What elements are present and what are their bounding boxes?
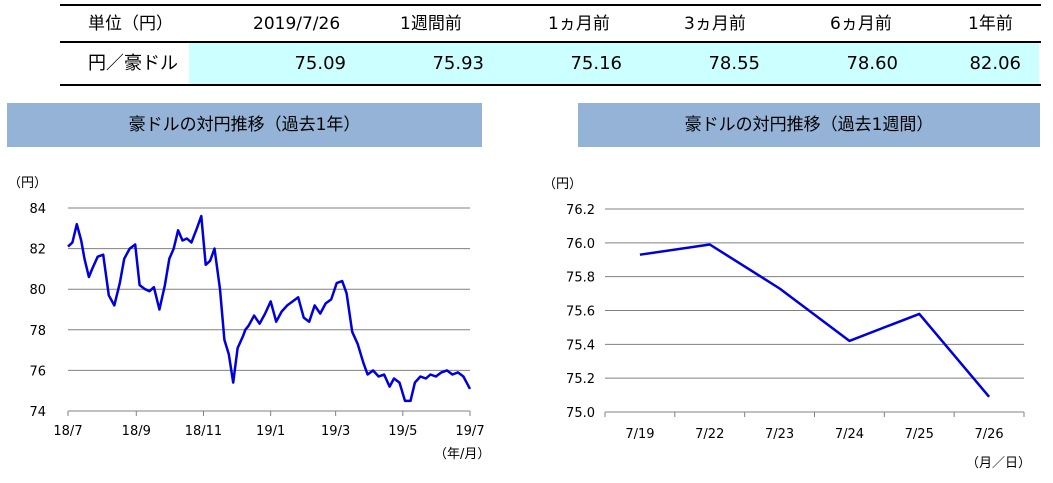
header-6-month: 6ヵ月前 bbox=[830, 14, 892, 34]
rate-table: 単位（円） 2019/7/26 1週間前 1ヵ月前 3ヵ月前 6ヵ月前 1年前 … bbox=[60, 4, 1041, 86]
value-current: 75.09 bbox=[294, 53, 346, 74]
row-label: 円／豪ドル bbox=[88, 53, 178, 74]
series-line-1-year bbox=[67, 214, 472, 403]
y-tick-label: 84 bbox=[29, 202, 46, 217]
x-tick-label: 7/25 bbox=[905, 427, 934, 442]
x-axis-unit-label: （年/月） bbox=[434, 447, 490, 462]
chart-title-1-year: 豪ドルの対円推移（過去1年） bbox=[7, 103, 482, 147]
table-header-divider bbox=[60, 41, 1041, 43]
rate-row-highlight bbox=[189, 43, 1039, 84]
y-tick-label: 76 bbox=[29, 364, 46, 379]
header-1-week: 1週間前 bbox=[400, 14, 462, 34]
header-1-month: 1ヵ月前 bbox=[548, 14, 610, 34]
header-1-year: 1年前 bbox=[968, 14, 1013, 34]
x-tick-label: 19/1 bbox=[256, 424, 285, 439]
x-tick-label: 7/22 bbox=[695, 427, 724, 442]
y-tick-label: 75.6 bbox=[566, 305, 595, 320]
value-1-month: 75.16 bbox=[570, 53, 622, 74]
y-tick-label: 75.8 bbox=[566, 271, 595, 286]
y-tick-label: 82 bbox=[29, 243, 46, 258]
x-axis-unit-label: （月／日） bbox=[966, 456, 1031, 471]
value-3-month: 78.55 bbox=[708, 53, 760, 74]
y-tick-label: 78 bbox=[29, 324, 46, 339]
table-bottom-border bbox=[60, 84, 1041, 86]
table-top-border bbox=[60, 4, 1041, 6]
header-unit: 単位（円） bbox=[88, 14, 173, 34]
y-tick-label: 76.2 bbox=[566, 203, 595, 218]
value-6-month: 78.60 bbox=[846, 53, 898, 74]
y-tick-label: 75.2 bbox=[566, 372, 595, 387]
value-1-week: 75.93 bbox=[432, 53, 484, 74]
x-tick-label: 19/3 bbox=[321, 424, 350, 439]
y-tick-label: 80 bbox=[29, 283, 46, 298]
y-axis-unit-label: （円） bbox=[543, 177, 582, 192]
x-tick-label: 7/24 bbox=[835, 427, 864, 442]
header-3-month: 3ヵ月前 bbox=[684, 14, 746, 34]
x-tick-label: 7/26 bbox=[974, 427, 1003, 442]
y-tick-label: 74 bbox=[29, 405, 46, 420]
x-tick-label: 18/7 bbox=[53, 424, 82, 439]
x-tick-label: 18/11 bbox=[185, 424, 222, 439]
chart-title-1-week: 豪ドルの対円推移（過去1週間） bbox=[578, 103, 1040, 147]
x-tick-label: 19/7 bbox=[455, 424, 484, 439]
y-tick-label: 76.0 bbox=[566, 237, 595, 252]
x-tick-label: 7/23 bbox=[765, 427, 794, 442]
y-tick-label: 75.0 bbox=[566, 406, 595, 421]
x-tick-label: 7/19 bbox=[625, 427, 654, 442]
x-tick-label: 19/5 bbox=[388, 424, 417, 439]
y-tick-label: 75.4 bbox=[566, 338, 595, 353]
series-line-1-week bbox=[639, 243, 991, 398]
value-1-year: 82.06 bbox=[969, 53, 1021, 74]
header-date: 2019/7/26 bbox=[253, 14, 341, 34]
x-tick-label: 18/9 bbox=[122, 424, 151, 439]
y-axis-unit-label: （円） bbox=[8, 176, 47, 191]
